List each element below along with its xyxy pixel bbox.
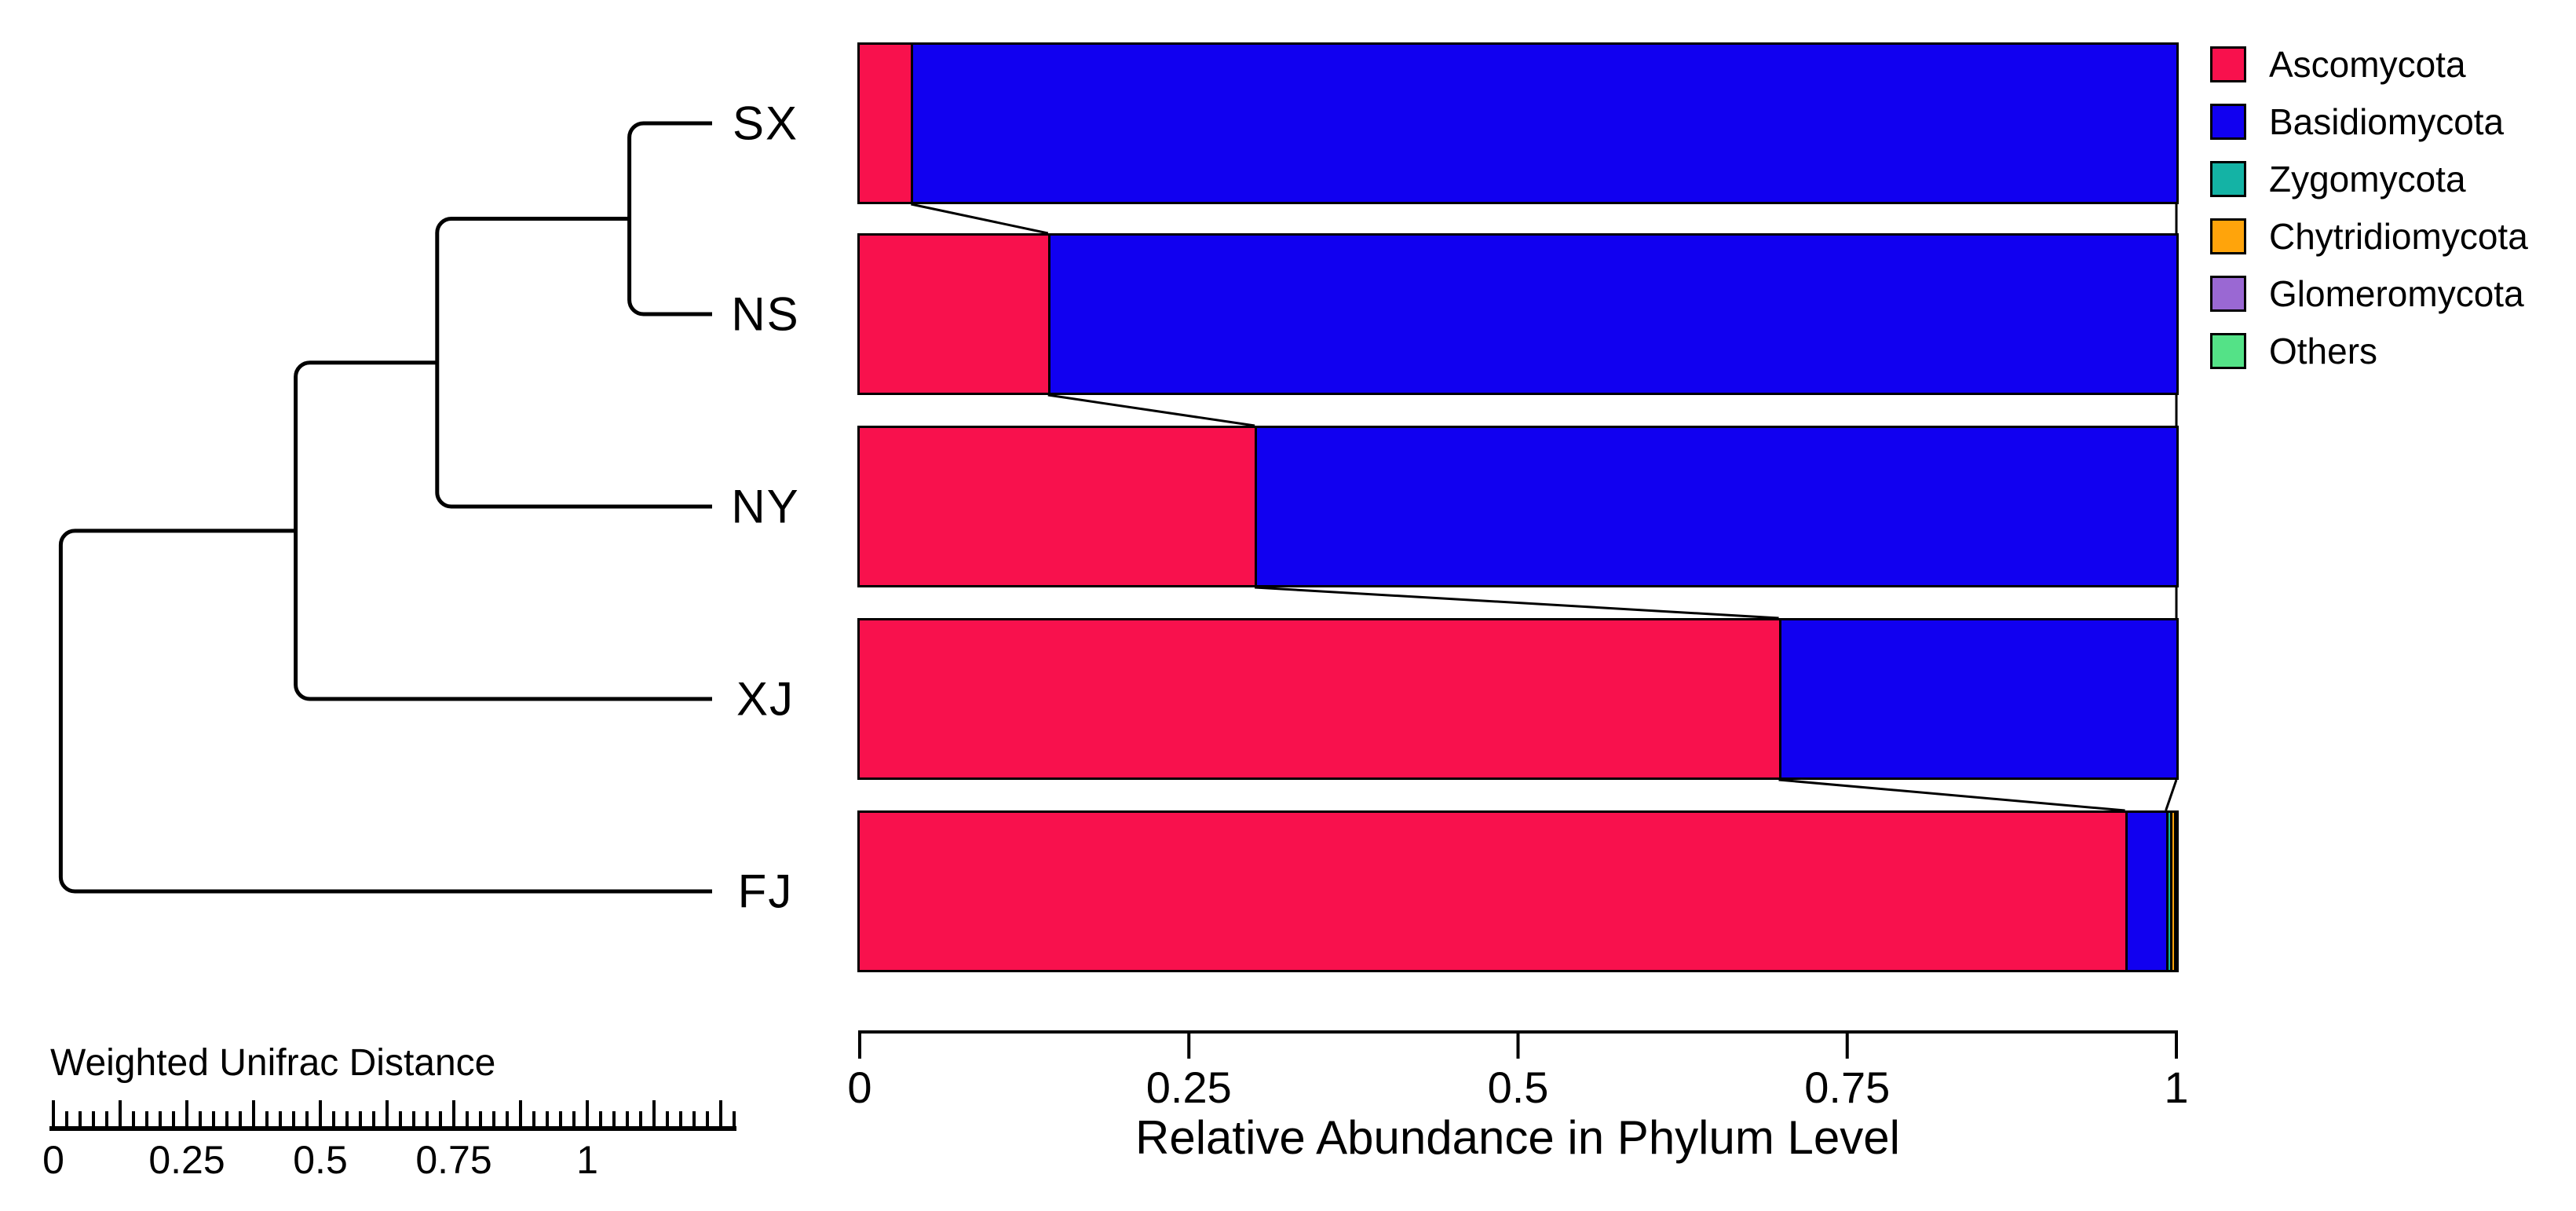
ruler-tick-label: 0	[42, 1138, 64, 1182]
dendrogram-branch	[294, 360, 712, 701]
legend-swatch-Ascomycota	[2210, 46, 2246, 82]
bar-row-SX	[857, 42, 2179, 204]
sample-label-NY: NY	[731, 480, 800, 533]
bar-axis-tick-label: 1	[2164, 1063, 2189, 1112]
ruler-tick-label: 0.25	[148, 1138, 225, 1182]
legend-swatch-Zygomycota	[2210, 161, 2246, 197]
bar-segment-NS-Ascomycota	[860, 236, 1048, 393]
bar-connector	[911, 203, 1049, 235]
dendrogram-axis-title: Weighted Unifrac Distance	[50, 1042, 496, 1084]
dendrogram-branch	[58, 529, 712, 894]
legend-label-Glomeromycota: Glomeromycota	[2269, 273, 2524, 314]
bar-connector	[1778, 778, 2125, 812]
legend-label-Basidiomycota: Basidiomycota	[2269, 101, 2505, 142]
sample-label-FJ: FJ	[737, 865, 794, 918]
bar-segment-SX-Basidiomycota	[911, 45, 2176, 202]
bar-connector	[1047, 393, 1255, 427]
bar-segment-FJ-Ascomycota	[860, 813, 2125, 970]
bar-segment-XJ-Basidiomycota	[1778, 620, 2176, 777]
bar-axis-tick-label: 0.75	[1804, 1063, 1891, 1112]
legend-label-Ascomycota: Ascomycota	[2269, 44, 2466, 85]
sample-label-SX: SX	[732, 97, 799, 150]
bar-segment-FJ-Basidiomycota	[2125, 813, 2166, 970]
legend-swatch-Others	[2210, 333, 2246, 369]
bar-row-NY	[857, 426, 2179, 587]
dendrogram-branch	[435, 217, 712, 509]
ruler-tick-label: 1	[576, 1138, 598, 1182]
bar-segment-FJ-Glomeromycota	[2173, 813, 2176, 970]
legend-swatch-Glomeromycota	[2210, 276, 2246, 312]
bar-connector	[1255, 586, 1779, 620]
bar-row-NS	[857, 233, 2179, 395]
bar-connector	[2165, 779, 2178, 811]
ruler-tick-label: 0.75	[415, 1138, 492, 1182]
bar-row-XJ	[857, 618, 2179, 780]
legend-label-Chytridiomycota: Chytridiomycota	[2269, 216, 2528, 257]
bar-segment-NS-Basidiomycota	[1047, 236, 2176, 393]
sample-label-NS: NS	[731, 287, 800, 341]
bar-segment-FJ-Zygomycota	[2165, 813, 2170, 970]
bar-axis-title: Relative Abundance in Phylum Level	[1135, 1111, 1900, 1164]
legend-swatch-Chytridiomycota	[2210, 218, 2246, 254]
ruler-tick-label: 0.5	[293, 1138, 348, 1182]
bar-axis-tick-label: 0	[847, 1063, 872, 1112]
dendrogram-branch	[627, 121, 712, 316]
bar-segment-FJ-Chytridiomycota	[2169, 813, 2174, 970]
legend-swatch-Basidiomycota	[2210, 104, 2246, 140]
sample-label-XJ: XJ	[736, 672, 795, 726]
bar-segment-NY-Ascomycota	[860, 428, 1255, 585]
legend-label-Zygomycota: Zygomycota	[2269, 159, 2466, 199]
bar-segment-SX-Ascomycota	[860, 45, 912, 202]
bar-segment-FJ-Others	[2176, 813, 2179, 970]
bar-row-FJ	[857, 810, 2179, 972]
bar-segment-NY-Basidiomycota	[1255, 428, 2176, 585]
bar-segment-XJ-Ascomycota	[860, 620, 1779, 777]
bar-axis-tick-label: 0.25	[1145, 1063, 1232, 1112]
bar-axis-tick-label: 0.5	[1487, 1063, 1549, 1112]
legend-label-Others: Others	[2269, 331, 2378, 371]
